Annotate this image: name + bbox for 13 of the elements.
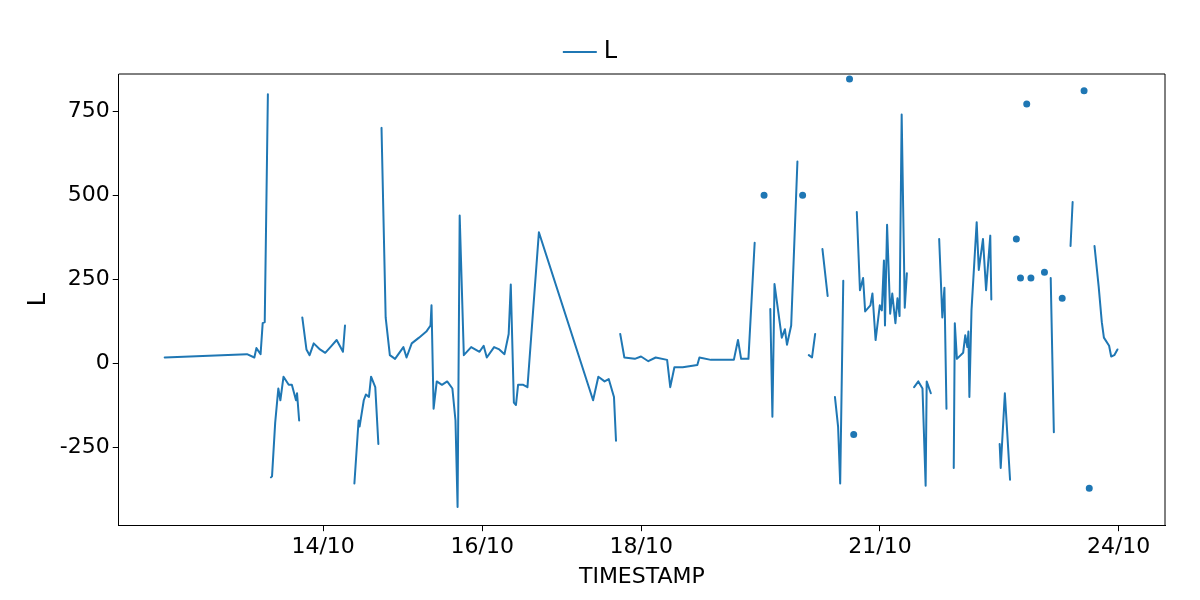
- x-tick-label: 14/10: [291, 533, 355, 559]
- y-tick-label: 500: [67, 180, 110, 206]
- x-axis-title: TIMESTAMP: [577, 562, 705, 588]
- x-tick-label: 21/10: [848, 533, 912, 559]
- y-tick-label: 250: [67, 265, 110, 291]
- x-tick-label: 16/10: [450, 533, 514, 559]
- y-tick-label: -250: [59, 433, 110, 459]
- y-tick-label: 0: [95, 349, 110, 375]
- y-axis-title: L: [22, 292, 51, 307]
- x-tick-label: 18/10: [609, 533, 674, 559]
- y-tick-label: 750: [67, 96, 110, 122]
- legend-label: L: [603, 36, 618, 65]
- x-tick-label: 24/10: [1086, 533, 1151, 559]
